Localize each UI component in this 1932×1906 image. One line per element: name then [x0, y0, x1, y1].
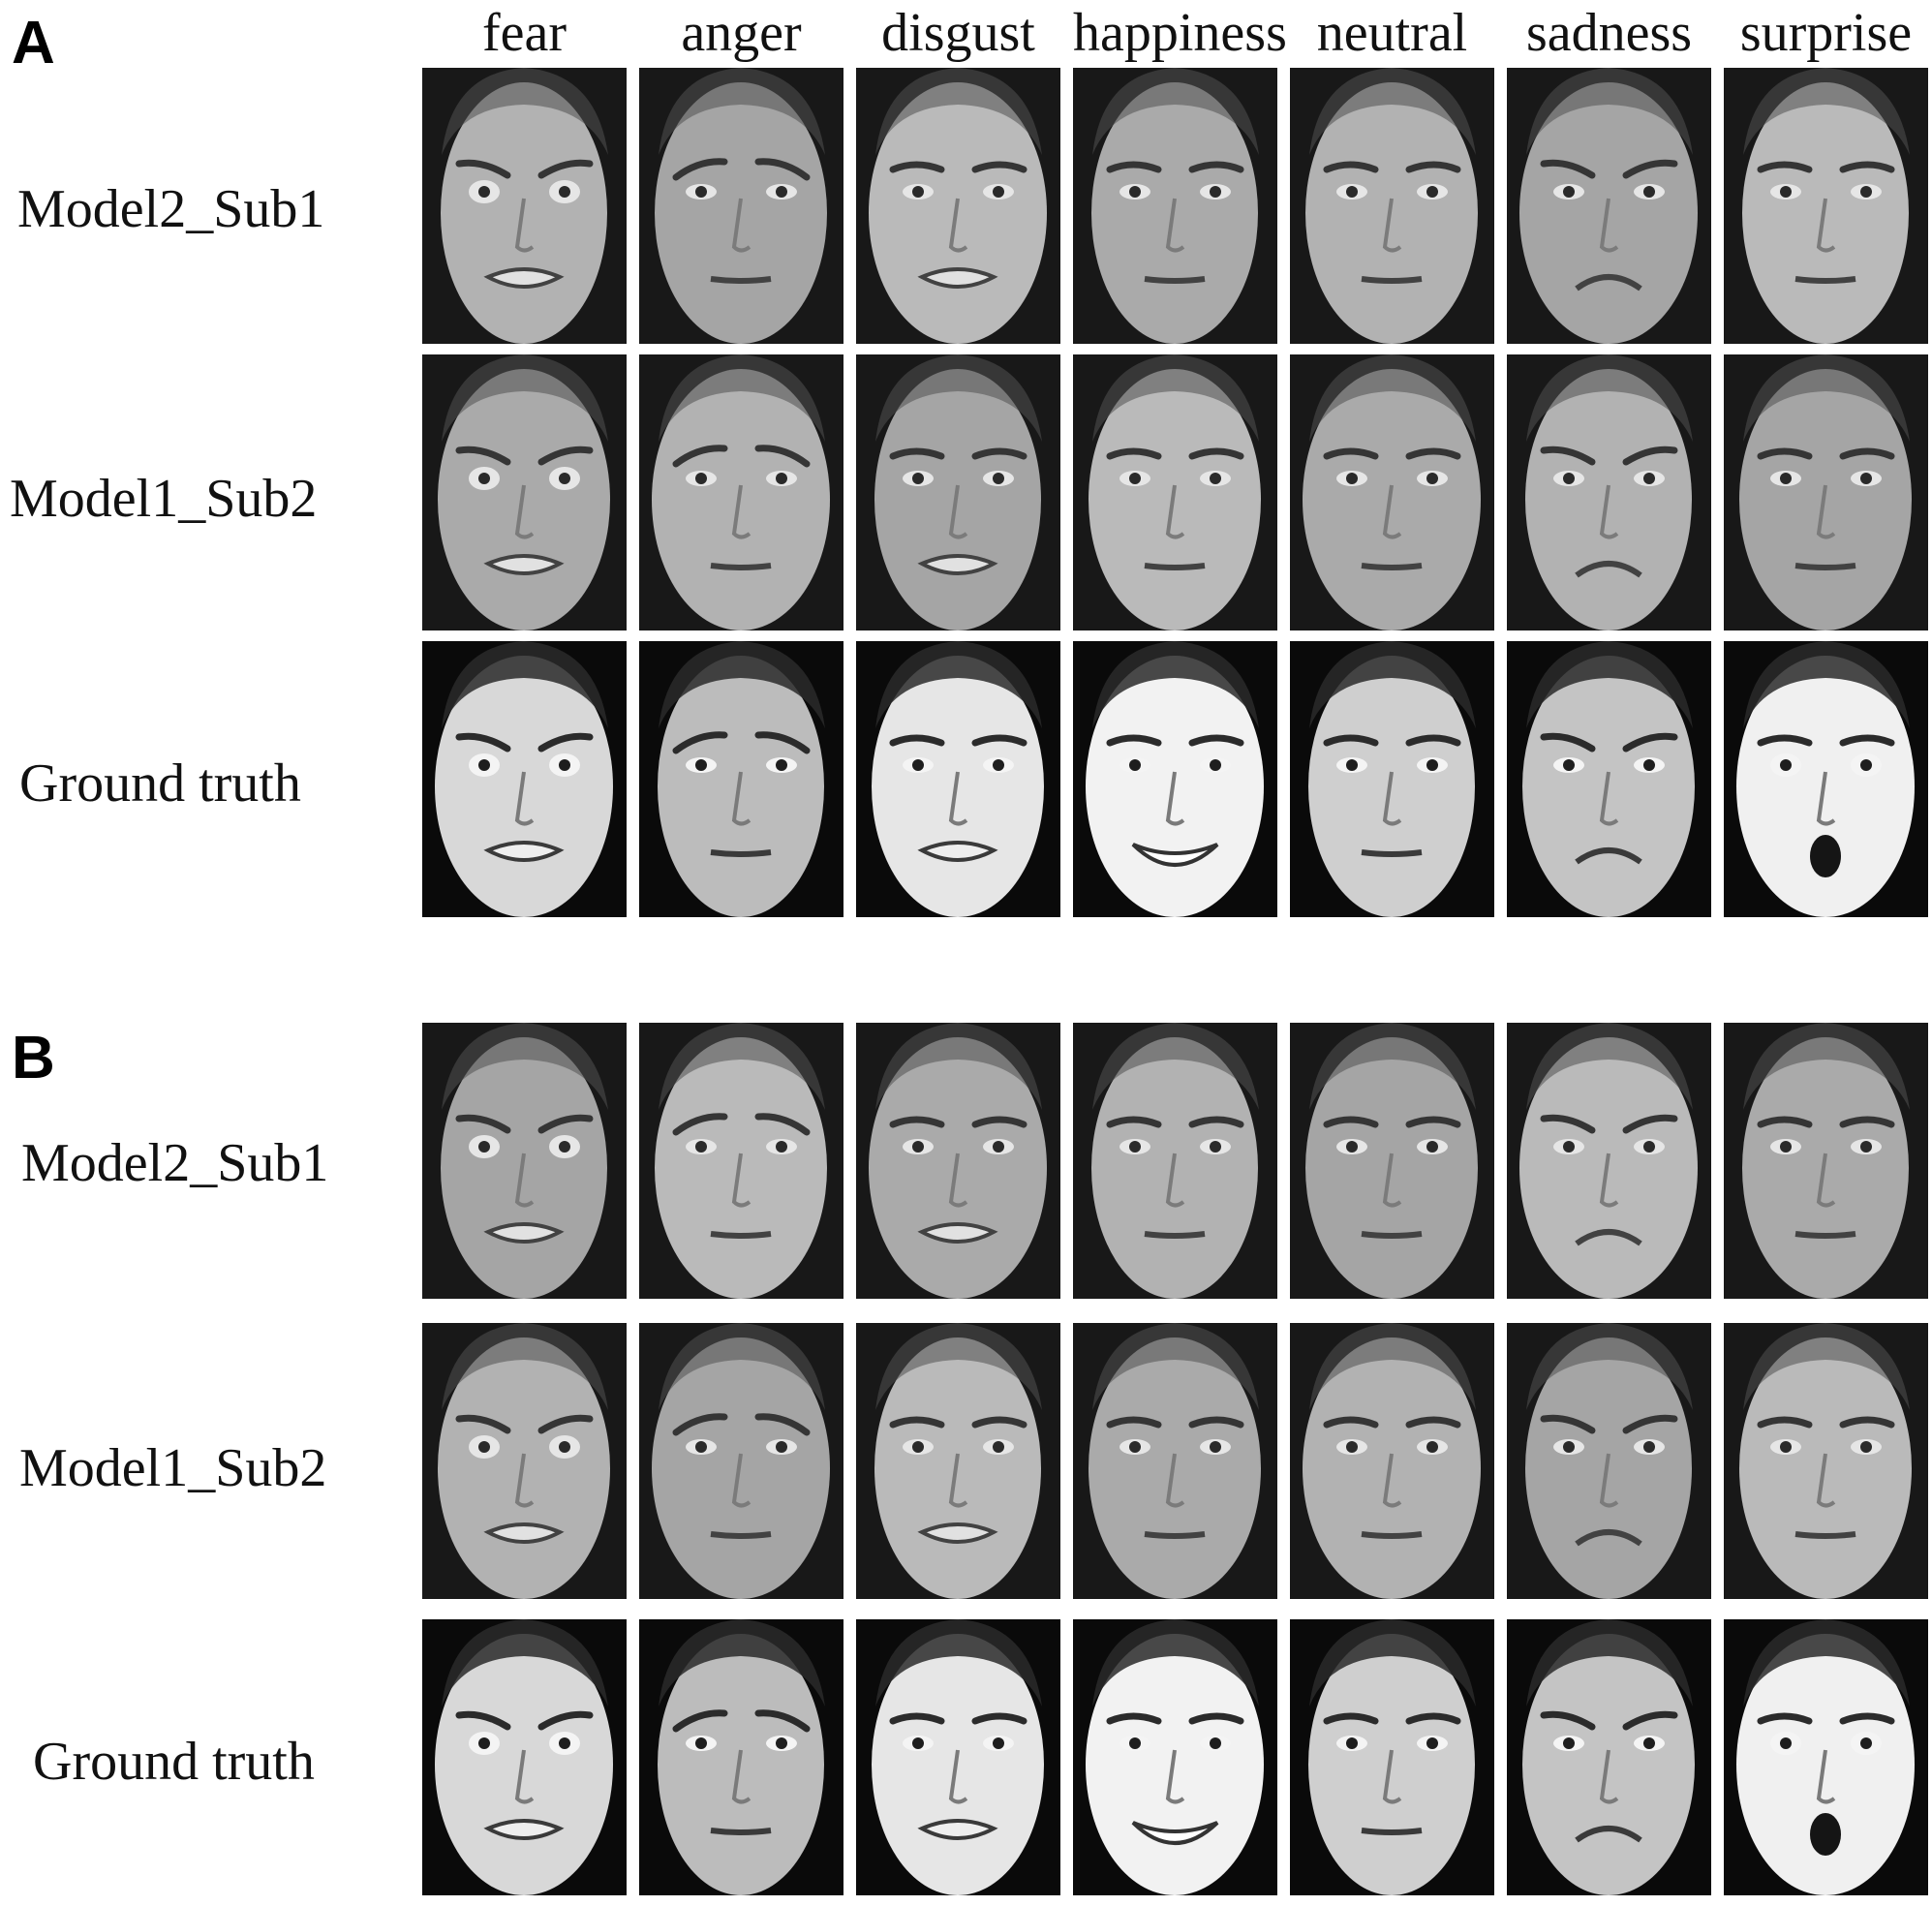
- row-label-b-model2-sub1: Model2_Sub1: [21, 1133, 329, 1193]
- face-image-panel-b-model1-sub2-6: [1507, 1323, 1711, 1599]
- face-image-panel-a-model1-sub2-2: [639, 354, 843, 630]
- face-image-panel-a-ground-truth-6: [1507, 641, 1711, 917]
- column-label-neutral: neutral: [1316, 3, 1468, 63]
- face-image-panel-a-ground-truth-7: [1724, 641, 1928, 917]
- row-label-a-ground-truth: Ground truth: [19, 753, 301, 814]
- face-image-panel-b-model2-sub1-7: [1724, 1023, 1928, 1299]
- column-label-sadness: sadness: [1525, 3, 1693, 63]
- face-image-panel-b-model2-sub1-1: [422, 1023, 627, 1299]
- face-image-panel-b-ground-truth-7: [1724, 1619, 1928, 1895]
- face-image-panel-b-model1-sub2-5: [1290, 1323, 1494, 1599]
- face-image-panel-b-ground-truth-5: [1290, 1619, 1494, 1895]
- face-image-panel-a-model2-sub1-6: [1507, 68, 1711, 344]
- row-label-b-model1-sub2: Model1_Sub2: [19, 1438, 327, 1498]
- face-image-panel-b-ground-truth-3: [856, 1619, 1060, 1895]
- face-image-panel-b-ground-truth-4: [1073, 1619, 1277, 1895]
- face-image-panel-b-ground-truth-2: [639, 1619, 843, 1895]
- column-label-happiness: happiness: [1073, 3, 1287, 63]
- face-image-panel-b-ground-truth-1: [422, 1619, 627, 1895]
- column-label-fear: fear: [481, 3, 567, 63]
- column-label-surprise: surprise: [1739, 3, 1913, 63]
- face-image-panel-a-model2-sub1-1: [422, 68, 627, 344]
- face-image-panel-a-model1-sub2-1: [422, 354, 627, 630]
- face-image-panel-a-model1-sub2-5: [1290, 354, 1494, 630]
- face-image-panel-a-model2-sub1-5: [1290, 68, 1494, 344]
- face-image-panel-b-model1-sub2-3: [856, 1323, 1060, 1599]
- face-image-panel-a-ground-truth-4: [1073, 641, 1277, 917]
- face-image-panel-b-model2-sub1-2: [639, 1023, 843, 1299]
- column-label-anger: anger: [681, 3, 802, 63]
- face-image-panel-b-model2-sub1-6: [1507, 1023, 1711, 1299]
- face-image-panel-b-model1-sub2-1: [422, 1323, 627, 1599]
- face-image-panel-a-model1-sub2-6: [1507, 354, 1711, 630]
- face-image-panel-a-model2-sub1-7: [1724, 68, 1928, 344]
- panel-a-letter: A: [12, 10, 55, 77]
- face-image-panel-a-ground-truth-1: [422, 641, 627, 917]
- face-image-panel-b-ground-truth-6: [1507, 1619, 1711, 1895]
- face-image-panel-a-ground-truth-5: [1290, 641, 1494, 917]
- panel-b-letter: B: [12, 1025, 55, 1091]
- row-label-b-ground-truth: Ground truth: [33, 1732, 315, 1792]
- face-image-panel-a-model1-sub2-3: [856, 354, 1060, 630]
- face-image-panel-b-model2-sub1-3: [856, 1023, 1060, 1299]
- row-label-a-model1-sub2: Model1_Sub2: [10, 469, 318, 529]
- face-image-panel-a-model1-sub2-7: [1724, 354, 1928, 630]
- face-image-panel-b-model2-sub1-5: [1290, 1023, 1494, 1299]
- face-image-panel-a-model2-sub1-4: [1073, 68, 1277, 344]
- face-image-panel-b-model1-sub2-7: [1724, 1323, 1928, 1599]
- face-image-panel-b-model2-sub1-4: [1073, 1023, 1277, 1299]
- face-image-panel-a-ground-truth-3: [856, 641, 1060, 917]
- face-image-panel-a-model2-sub1-2: [639, 68, 843, 344]
- column-label-disgust: disgust: [881, 3, 1035, 63]
- face-image-panel-a-model2-sub1-3: [856, 68, 1060, 344]
- face-image-panel-a-model1-sub2-4: [1073, 354, 1277, 630]
- face-image-panel-a-ground-truth-2: [639, 641, 843, 917]
- row-label-a-model2-sub1: Model2_Sub1: [17, 179, 325, 239]
- face-image-panel-b-model1-sub2-4: [1073, 1323, 1277, 1599]
- face-image-panel-b-model1-sub2-2: [639, 1323, 843, 1599]
